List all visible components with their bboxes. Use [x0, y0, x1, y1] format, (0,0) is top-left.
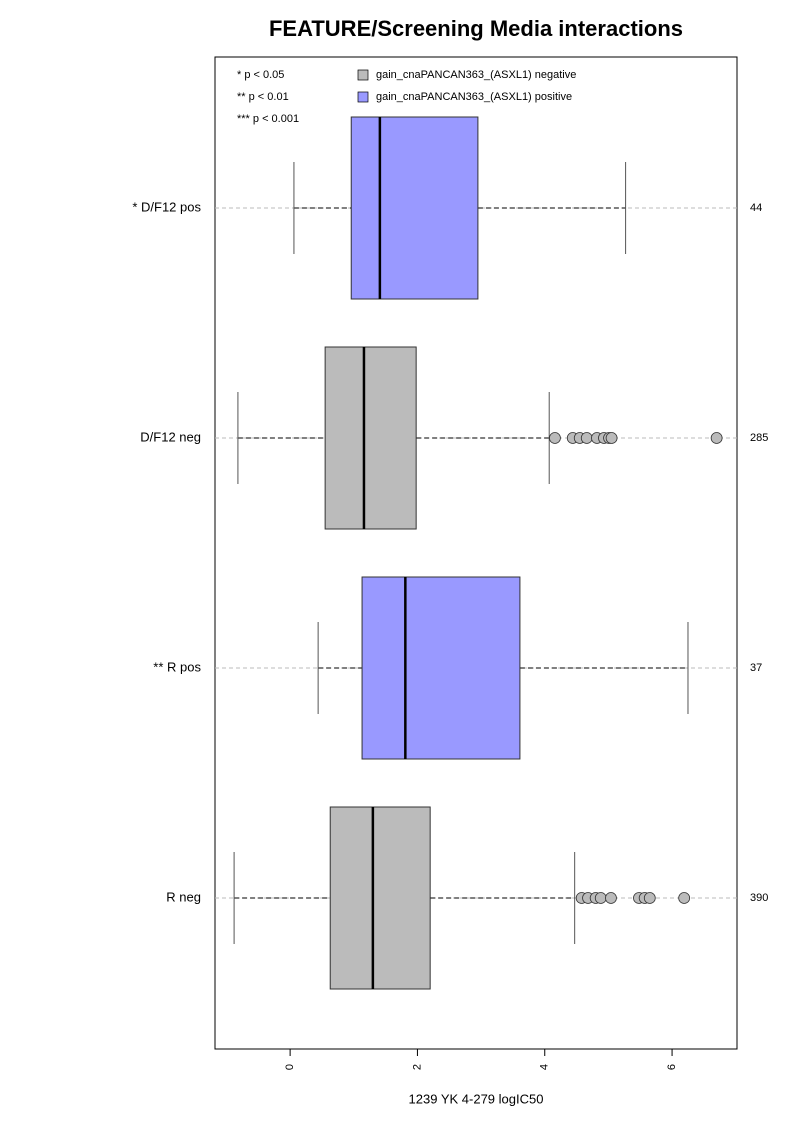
count-label: 37 [750, 662, 762, 674]
box [361, 576, 521, 760]
box [329, 806, 431, 990]
x-tick-label: 6 [666, 1064, 678, 1070]
plot-frame [214, 56, 738, 1050]
legend-swatch [357, 91, 369, 103]
outlier [710, 432, 723, 444]
chart-title: FEATURE/Screening Media interactions [269, 16, 683, 41]
category-label: R neg [166, 889, 201, 904]
legend-note: ** p < 0.01 [237, 91, 289, 103]
outlier [549, 432, 561, 444]
legend-label: gain_cnaPANCAN363_(ASXL1) negative [376, 69, 576, 81]
outlier [605, 892, 617, 904]
outlier [605, 432, 618, 444]
x-tick-label: 4 [539, 1064, 551, 1070]
count-label: 285 [750, 432, 768, 444]
legend-note: *** p < 0.001 [237, 113, 299, 125]
count-label: 390 [750, 892, 768, 904]
category-label: ** R pos [153, 659, 201, 674]
count-label: 44 [750, 202, 762, 214]
legend-label: gain_cnaPANCAN363_(ASXL1) positive [376, 91, 572, 103]
category-label: * D/F12 pos [132, 199, 201, 214]
box [350, 116, 479, 300]
outlier [678, 892, 691, 904]
legend-note: * p < 0.05 [237, 69, 284, 81]
outlier [594, 892, 607, 904]
outlier [643, 892, 656, 904]
category-label: D/F12 neg [140, 429, 201, 444]
x-axis-label: 1239 YK 4-279 logIC50 [409, 1091, 544, 1106]
box [324, 346, 417, 530]
x-tick-label: 2 [411, 1064, 423, 1070]
outlier [580, 432, 593, 444]
x-tick-label: 0 [284, 1064, 296, 1070]
legend-swatch [357, 69, 369, 81]
